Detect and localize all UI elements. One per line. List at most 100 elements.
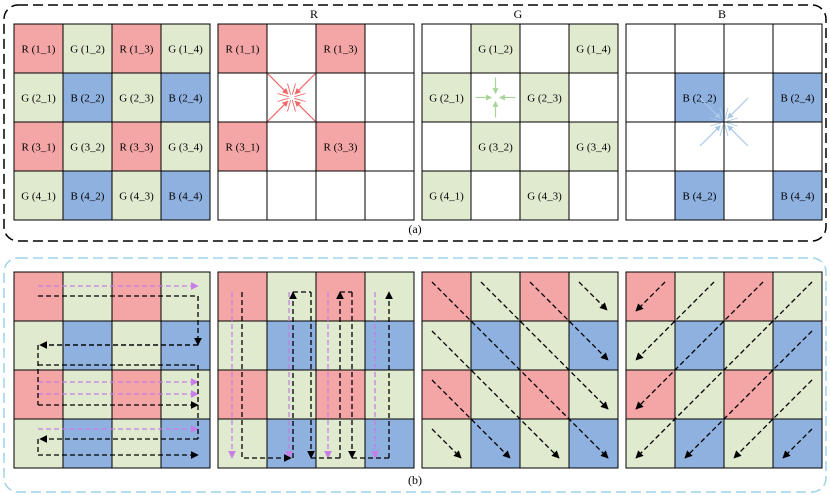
vertical-snake-scan (228, 291, 393, 462)
arrow (267, 100, 289, 122)
grid-cell (315, 23, 366, 74)
black-scan-arrow (431, 379, 511, 459)
grid-cell (160, 23, 211, 74)
grid-cell (723, 170, 774, 221)
arrow-spike (291, 83, 296, 95)
arrow-spike (726, 122, 739, 127)
grid-cell (13, 121, 64, 172)
grid-cell (519, 23, 570, 74)
black-scan-arrow (529, 281, 609, 361)
grid-cell (266, 121, 317, 172)
cell-label: R (3_1) (226, 142, 260, 154)
grid-cell (62, 320, 113, 371)
grid-cell (421, 72, 472, 123)
panel-a-frame (3, 4, 827, 242)
cell-label: G (1_2) (70, 44, 105, 56)
grid-cell (568, 72, 619, 123)
grid-cell (568, 23, 619, 74)
grid-cell (674, 23, 725, 74)
grid-cell (674, 170, 725, 221)
grid-cell (111, 121, 162, 172)
cell-label: B (2_4) (169, 93, 203, 105)
grid-cell (315, 121, 366, 172)
grid-cell (568, 170, 619, 221)
arrow-spike (709, 117, 722, 122)
grid-cell (217, 72, 268, 123)
grid-cell (421, 23, 472, 74)
black-scan-arrow (431, 281, 609, 459)
grid-cell (364, 23, 415, 74)
grid-cell (364, 72, 415, 123)
grid-cell (772, 170, 823, 221)
cell-label: G (3_4) (168, 142, 203, 154)
cell-label: G (3_2) (70, 142, 105, 154)
arrow-spike (724, 124, 729, 137)
grid-cell (266, 369, 317, 420)
grid-cell (160, 121, 211, 172)
cell-label: B (2_2) (71, 93, 105, 105)
panel-b-grids (13, 271, 823, 469)
grid-cell (217, 170, 268, 221)
cell-label: B (4_2) (683, 191, 717, 203)
grid-cell (266, 170, 317, 221)
grid-cell (111, 418, 162, 469)
cell-label: B (4_4) (169, 191, 203, 203)
cell-label: G (4_3) (527, 191, 562, 203)
black-scan-arrow (480, 281, 609, 410)
cell-label: R (1_1) (22, 44, 56, 56)
grid-cell (674, 418, 725, 469)
arrow (294, 73, 316, 95)
panel-a-interpolation-arrows (267, 73, 749, 147)
cell-label: R (3_3) (120, 142, 154, 154)
arrow (294, 100, 316, 122)
black-scan-arrow (431, 428, 462, 459)
grid-cell (217, 418, 268, 469)
panel-a-title-g: G (514, 7, 523, 21)
cell-label: G (2_3) (527, 93, 562, 105)
cell-label: G (4_1) (21, 191, 56, 203)
cell-label: B (4_4) (781, 191, 815, 203)
converging-green-arrows-icon (475, 77, 516, 118)
grid-cell (519, 418, 570, 469)
grid-cell (519, 369, 570, 420)
diagonal-down-right-scan (431, 281, 609, 459)
grid-cell (160, 170, 211, 221)
arrow (727, 97, 749, 119)
grid-cell (625, 369, 676, 420)
grid-cell (266, 320, 317, 371)
grid-cell (519, 121, 570, 172)
black-scan-arrow (635, 281, 813, 459)
horizontal-snake-scan (37, 282, 202, 459)
grid-cell (625, 72, 676, 123)
arrow (727, 125, 749, 147)
black-scan-arrow (431, 330, 560, 459)
converging-blue-arrows-icon (699, 97, 749, 147)
cell-label: R (3_3) (324, 142, 358, 154)
cell-label: G (1_2) (478, 44, 513, 56)
grid-cell (217, 23, 268, 74)
arrow-spike (294, 97, 306, 102)
black-scan-arrow (38, 295, 202, 346)
grid-cell (315, 170, 366, 221)
arrow-spike (726, 117, 739, 122)
grid-cell (266, 418, 317, 469)
arrow-spike (724, 107, 729, 120)
panel-a-grids: R (1_1) G (1_2) R (1_3) G (1_4) G (2_1) B (2_… (13, 23, 823, 221)
grid-cell (364, 121, 415, 172)
arrow-spike (277, 93, 289, 98)
diagonal-down-left-scan (635, 281, 813, 459)
grid-cell (421, 170, 472, 221)
cell-label: R (3_1) (22, 142, 56, 154)
cell-label: G (2_3) (119, 93, 154, 105)
grid-cell (62, 418, 113, 469)
grid-cell (111, 72, 162, 123)
cell-label: G (4_3) (119, 191, 154, 203)
arrow-spike (291, 100, 296, 112)
black-scan-arrow (635, 281, 666, 312)
arrow-spike (709, 122, 722, 127)
grid-cell (62, 72, 113, 123)
arrow-spike (294, 93, 306, 98)
cell-label: R (1_1) (226, 44, 260, 56)
grid-cell (364, 170, 415, 221)
